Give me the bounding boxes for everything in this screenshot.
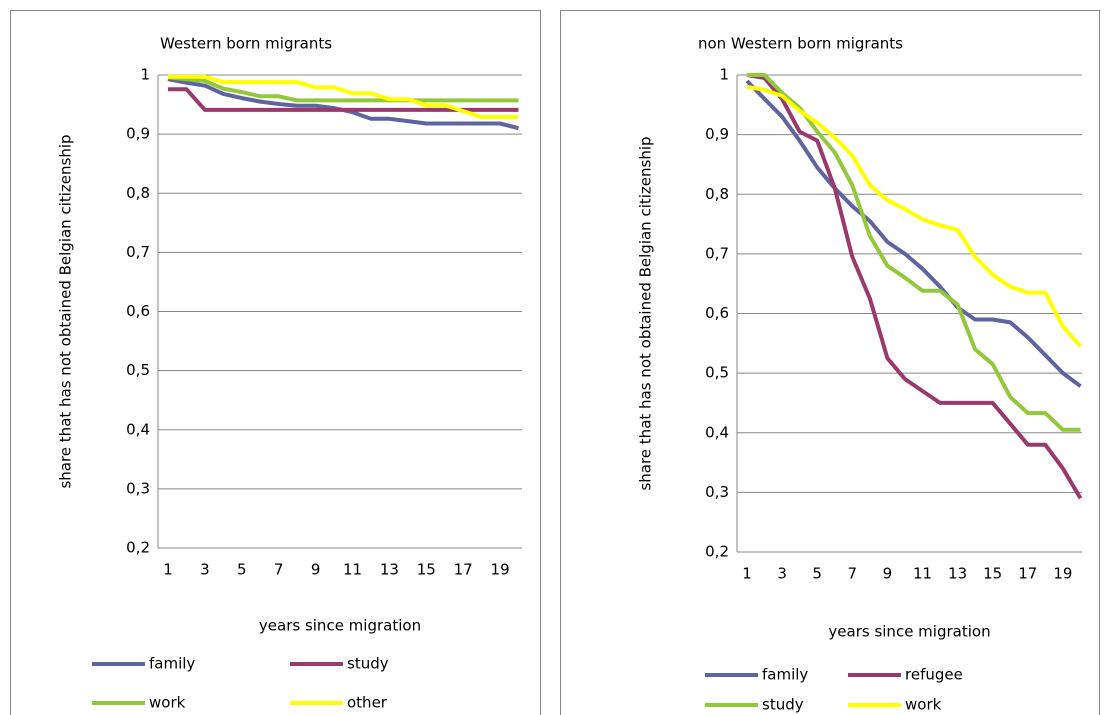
legend-label: study — [762, 696, 804, 714]
legend-label: work — [149, 694, 186, 712]
y-tick-label: 0,3 — [126, 479, 150, 497]
y-tick-label: 0,2 — [126, 539, 150, 557]
chart-frame — [560, 10, 1100, 715]
x-tick-label: 19 — [491, 561, 510, 579]
legend-label: other — [347, 694, 388, 712]
series-line — [746, 73, 1083, 500]
y-axis-title: share that has not obtained Belgian citi… — [57, 134, 75, 488]
y-tick-label: 0,5 — [705, 364, 729, 382]
legend-label: study — [347, 655, 389, 673]
x-tick-label: 17 — [454, 561, 473, 579]
chart-title: Western born migrants — [160, 35, 332, 53]
y-tick-label: 0,9 — [705, 125, 729, 143]
x-tick-label: 5 — [812, 565, 822, 583]
x-tick-label: 13 — [380, 561, 399, 579]
x-tick-label: 5 — [237, 561, 247, 579]
y-tick-label: 0,7 — [705, 244, 729, 262]
series-line — [167, 75, 519, 103]
x-tick-label: 1 — [163, 561, 173, 579]
y-tick-label: 0,4 — [705, 423, 729, 441]
x-tick-label: 3 — [200, 561, 210, 579]
x-tick-label: 11 — [343, 561, 362, 579]
y-tick-label: 0,9 — [126, 125, 150, 143]
x-tick-label: 17 — [1018, 565, 1037, 583]
x-tick-label: 7 — [848, 565, 858, 583]
x-tick-label: 7 — [274, 561, 284, 579]
legend-label: refugee — [905, 666, 963, 684]
y-tick-label: 0,4 — [126, 420, 150, 438]
series-line — [746, 84, 1082, 348]
x-tick-label: 1 — [742, 565, 752, 583]
y-tick-label: 0,2 — [705, 543, 729, 561]
legend-label: work — [905, 696, 942, 714]
y-tick-label: 0,8 — [705, 185, 729, 203]
legend-label: family — [762, 666, 808, 684]
chart-title: non Western born migrants — [698, 35, 903, 53]
x-tick-label: 3 — [777, 565, 787, 583]
y-axis-title: share that has not obtained Belgian citi… — [637, 136, 655, 490]
y-tick-label: 1 — [719, 66, 729, 84]
series-line — [168, 74, 519, 119]
x-tick-label: 19 — [1053, 565, 1072, 583]
y-tick-label: 0,3 — [705, 483, 729, 501]
y-tick-label: 0,5 — [126, 361, 150, 379]
y-tick-label: 0,6 — [705, 304, 729, 322]
x-tick-label: 9 — [883, 565, 893, 583]
x-tick-label: 11 — [913, 565, 932, 583]
x-axis-title: years since migration — [828, 623, 990, 641]
x-tick-label: 13 — [948, 565, 967, 583]
x-tick-label: 9 — [311, 561, 321, 579]
x-tick-label: 15 — [417, 561, 436, 579]
y-tick-label: 0,6 — [126, 302, 150, 320]
legend-label: family — [149, 655, 195, 673]
y-tick-label: 0,7 — [126, 243, 150, 261]
chart-frame — [10, 10, 541, 715]
y-tick-label: 1 — [140, 66, 150, 84]
y-tick-label: 0,8 — [126, 184, 150, 202]
x-tick-label: 15 — [983, 565, 1002, 583]
series-line — [745, 79, 1082, 388]
x-axis-title: years since migration — [259, 617, 421, 635]
